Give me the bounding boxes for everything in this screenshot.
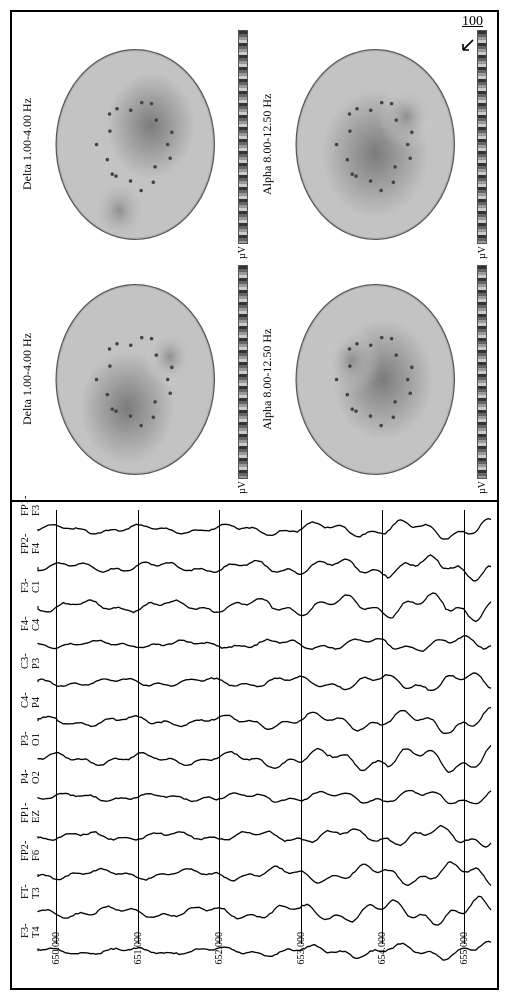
colorbar-gradient	[477, 265, 487, 479]
topomap-colorbar: µV	[234, 265, 252, 494]
eeg-canvas: 650.000651.000652.000653.000654.000655.0…	[38, 510, 491, 964]
eeg-trace-path	[38, 941, 491, 960]
topomap-cell: Delta 1.00-4.00 Hz µV	[18, 30, 252, 259]
eeg-trace-row	[38, 932, 491, 970]
eeg-trace-path	[38, 791, 491, 804]
eeg-trace-path	[38, 745, 491, 772]
eeg-trace-row	[38, 663, 491, 701]
topomap-head	[277, 265, 474, 494]
topomap-head	[37, 30, 234, 259]
eeg-trace-row	[38, 625, 491, 663]
eeg-trace-path	[38, 673, 491, 690]
eeg-trace-path	[38, 825, 491, 847]
eeg-trace-row	[38, 740, 491, 778]
figure-frame: 100 Delta 1.00-4.00 Hz	[10, 10, 499, 990]
topomap-cell: Alpha 8.00-12.50 Hz µV	[258, 30, 492, 259]
topomap-band-label: Alpha 8.00-12.50 Hz	[258, 265, 277, 494]
colorbar-unit: µV	[477, 481, 488, 494]
eeg-trace-path	[38, 555, 491, 581]
colorbar-gradient	[238, 30, 248, 244]
eeg-trace-path	[38, 636, 491, 652]
colorbar-unit: µV	[477, 246, 488, 259]
colorbar-unit: µV	[237, 246, 248, 259]
eeg-trace-path	[38, 707, 491, 733]
eeg-trace-row	[38, 893, 491, 931]
colorbar-unit: µV	[237, 481, 248, 494]
topomap-cell: Delta 1.00-4.00 Hz µV	[18, 265, 252, 494]
eeg-trace-row	[38, 855, 491, 893]
figure-number: 100	[462, 14, 483, 30]
eeg-trace-path	[38, 897, 491, 926]
eeg-trace-row	[38, 587, 491, 625]
eeg-trace-row	[38, 510, 491, 548]
eeg-panel: FP1-F3FP2-F4F3-C1F4-C4C3-P3C4-P4P3-O1P4-…	[12, 500, 497, 988]
eeg-channel-label-column: FP1-F3FP2-F4F3-C1F4-C4C3-P3C4-P4P3-O1P4-…	[18, 510, 38, 964]
topomap-colorbar: µV	[234, 30, 252, 259]
topomap-band-label: Delta 1.00-4.00 Hz	[18, 30, 37, 259]
topomap-panel: Delta 1.00-4.00 Hz µV Al	[12, 12, 497, 500]
topomap-band-label: Delta 1.00-4.00 Hz	[18, 265, 37, 494]
topomap-head	[277, 30, 474, 259]
topomap-band-label: Alpha 8.00-12.50 Hz	[258, 30, 277, 259]
eeg-trace-row	[38, 548, 491, 586]
topomap-colorbar: µV	[473, 30, 491, 259]
eeg-trace-path	[38, 862, 491, 886]
eeg-trace-path	[38, 593, 491, 622]
eeg-trace-row	[38, 778, 491, 816]
topomap-head	[37, 265, 234, 494]
topomap-cell: Alpha 8.00-12.50 Hz µV	[258, 265, 492, 494]
eeg-trace-row	[38, 702, 491, 740]
colorbar-gradient	[477, 30, 487, 244]
colorbar-gradient	[238, 265, 248, 479]
eeg-trace-row	[38, 817, 491, 855]
topomap-colorbar: µV	[473, 265, 491, 494]
eeg-trace-path	[38, 519, 491, 540]
